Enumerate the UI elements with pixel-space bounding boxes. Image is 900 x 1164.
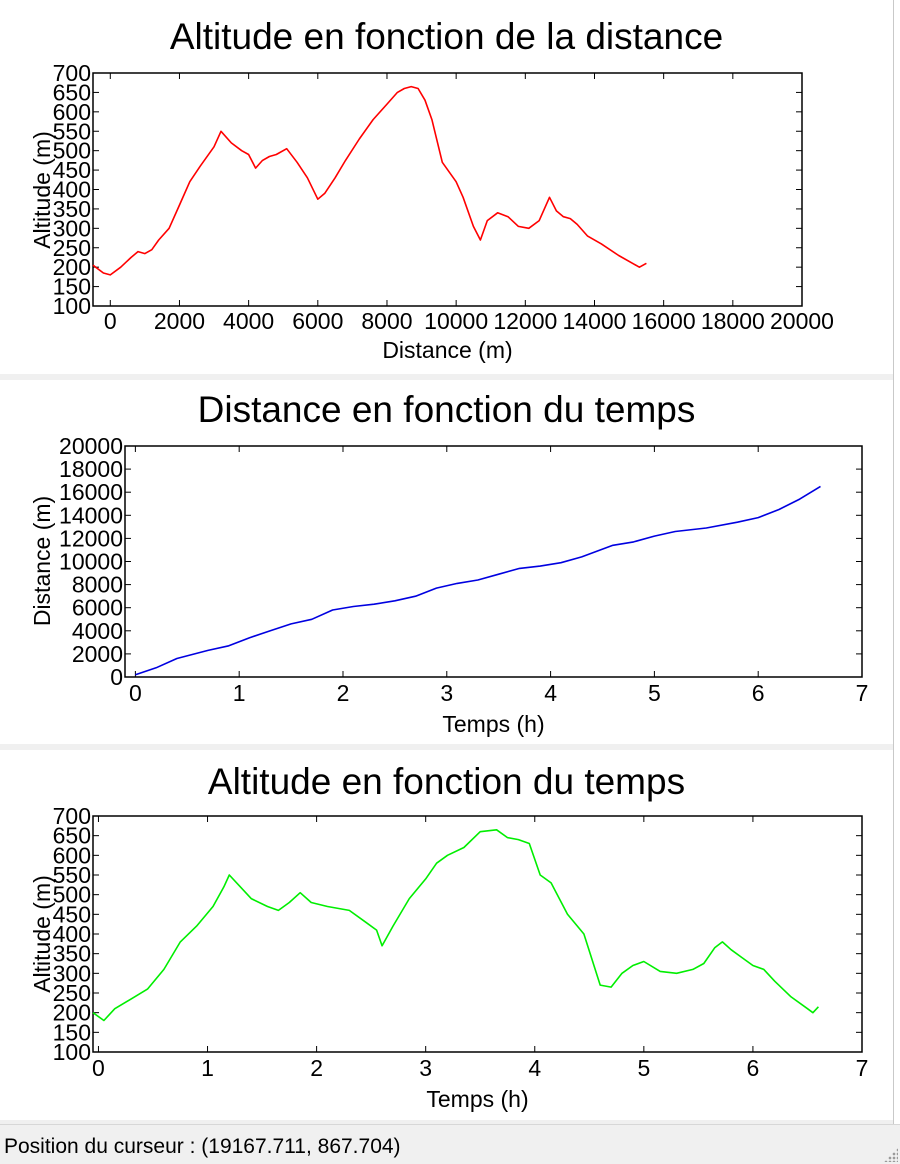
series-line xyxy=(92,85,647,276)
window-scrollbar-edge xyxy=(893,0,900,1124)
y-tick-label: 8000 xyxy=(72,572,123,598)
plot-area-frame xyxy=(92,72,803,307)
plot-area-frame xyxy=(92,815,863,1053)
y-tick-label: 200 xyxy=(53,1000,91,1026)
y-tick-label: 700 xyxy=(53,60,91,86)
cursor-position-readout: Position du curseur : (19167.711, 867.70… xyxy=(4,1135,401,1159)
x-tick-label: 6000 xyxy=(292,308,343,334)
x-tick-label: 4 xyxy=(528,1055,541,1081)
y-tick-label: 14000 xyxy=(59,502,123,528)
x-tick-label: 8000 xyxy=(361,308,412,334)
x-tick-label: 4 xyxy=(544,680,557,706)
y-tick-label: 16000 xyxy=(59,479,123,505)
cursor-position-value: (19167.711, 867.704) xyxy=(201,1135,401,1158)
y-tick-label: 2000 xyxy=(72,641,123,667)
y-tick-label: 300 xyxy=(53,215,91,241)
x-tick-label: 4000 xyxy=(223,308,274,334)
x-tick-label: 18000 xyxy=(701,308,765,334)
x-tick-label: 6 xyxy=(752,680,765,706)
x-tick-label: 0 xyxy=(129,680,142,706)
y-tick-label: 450 xyxy=(53,901,91,927)
x-tick-label: 7 xyxy=(856,680,869,706)
chart-title: Altitude en fonction de la distance xyxy=(169,16,724,57)
x-tick-label: 2000 xyxy=(154,308,205,334)
series-line xyxy=(135,485,821,676)
x-tick-label: 5 xyxy=(637,1055,650,1081)
x-axis-label: Temps (h) xyxy=(426,1086,528,1112)
x-tick-label: 0 xyxy=(92,1055,105,1081)
x-axis-label: Temps (h) xyxy=(442,711,544,737)
y-tick-label: 100 xyxy=(53,1039,91,1065)
y-tick-label: 300 xyxy=(53,960,91,986)
x-tick-label: 14000 xyxy=(563,308,627,334)
y-tick-label: 500 xyxy=(53,882,91,908)
x-tick-label: 12000 xyxy=(493,308,557,334)
y-tick-label: 550 xyxy=(53,118,91,144)
y-tick-label: 200 xyxy=(53,254,91,280)
x-tick-label: 10000 xyxy=(424,308,488,334)
y-axis-label: Altitude (m) xyxy=(29,131,55,249)
y-tick-label: 600 xyxy=(53,842,91,868)
status-bar: Position du curseur : (19167.711, 867.70… xyxy=(0,1124,900,1164)
series-line xyxy=(92,829,819,1022)
y-tick-label: 18000 xyxy=(59,456,123,482)
x-tick-label: 3 xyxy=(419,1055,432,1081)
altitude-distance-panel: 100 150 200 250 300 350 400 450 500 550 600 650 700 0… xyxy=(0,0,893,374)
y-tick-label: 650 xyxy=(53,823,91,849)
y-tick-label: 150 xyxy=(53,1019,91,1045)
y-tick-label: 0 xyxy=(110,664,123,690)
x-tick-label: 7 xyxy=(856,1055,869,1081)
altitude-time-panel: 100 150 200 250 300 350 400 450 500 550 600 650 700 0… xyxy=(0,750,893,1120)
resize-grip-icon[interactable] xyxy=(884,1148,898,1162)
cursor-position-label: Position du curseur : xyxy=(4,1135,202,1158)
y-tick-label: 12000 xyxy=(59,525,123,551)
y-tick-label: 550 xyxy=(53,862,91,888)
y-tick-label: 600 xyxy=(53,99,91,125)
x-tick-label: 2 xyxy=(310,1055,323,1081)
x-tick-label: 1 xyxy=(233,680,246,706)
y-tick-label: 500 xyxy=(53,138,91,164)
distance-time-chart[interactable]: 0200040006000800010000120001400016000180… xyxy=(0,380,893,744)
x-tick-label: 2 xyxy=(337,680,350,706)
y-tick-label: 350 xyxy=(53,196,91,222)
y-tick-label: 400 xyxy=(53,921,91,947)
y-axis-label: Distance (m) xyxy=(29,496,55,626)
x-tick-label: 6 xyxy=(747,1055,760,1081)
y-tick-label: 350 xyxy=(53,941,91,967)
chart-title: Distance en fonction du temps xyxy=(197,389,696,430)
x-tick-label: 1 xyxy=(201,1055,214,1081)
y-tick-label: 400 xyxy=(53,177,91,203)
x-tick-label: 20000 xyxy=(770,308,834,334)
y-tick-label: 700 xyxy=(53,803,91,829)
x-tick-label: 16000 xyxy=(632,308,696,334)
y-tick-label: 4000 xyxy=(72,618,123,644)
y-tick-label: 450 xyxy=(53,157,91,183)
x-tick-label: 3 xyxy=(440,680,453,706)
y-axis-label: Altitude (m) xyxy=(29,875,55,993)
y-tick-label: 250 xyxy=(53,235,91,261)
y-tick-label: 20000 xyxy=(59,433,123,459)
x-tick-label: 0 xyxy=(104,308,117,334)
y-tick-label: 100 xyxy=(53,293,91,319)
distance-time-panel: 0 2000 4000 6000 8000 10000 12000 14000 16000 180… xyxy=(0,380,893,744)
y-tick-label: 150 xyxy=(53,274,91,300)
y-tick-label: 650 xyxy=(53,79,91,105)
y-tick-label: 250 xyxy=(53,980,91,1006)
y-tick-label: 6000 xyxy=(72,595,123,621)
y-tick-label: 10000 xyxy=(59,549,123,575)
x-axis-label: Distance (m) xyxy=(382,337,512,363)
x-tick-label: 5 xyxy=(648,680,661,706)
chart-title: Altitude en fonction du temps xyxy=(207,761,686,802)
